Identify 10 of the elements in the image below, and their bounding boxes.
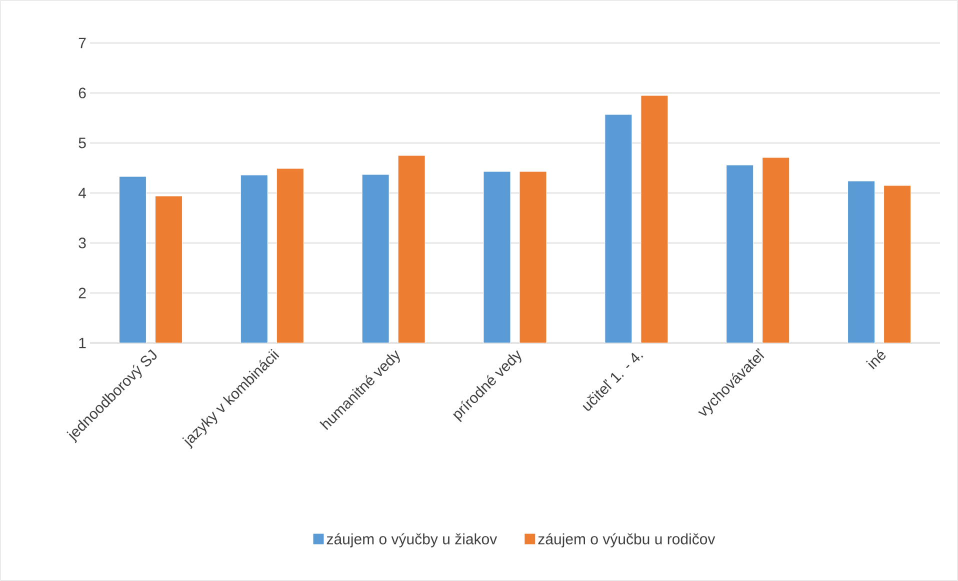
y-tick-label: 2: [78, 288, 86, 298]
y-tick-label: 4: [78, 188, 86, 198]
y-tick-label: 6: [78, 88, 86, 98]
x-tick-label: iné: [866, 349, 886, 370]
y-tick-label: 3: [78, 238, 86, 248]
legend-label: záujem o výučbu u rodičov: [538, 533, 716, 548]
legend-label: záujem o výučby u žiakov: [326, 533, 498, 548]
y-tick-label: 7: [78, 38, 86, 48]
y-tick-label: 5: [78, 138, 86, 148]
y-tick-label: 1: [79, 338, 86, 348]
